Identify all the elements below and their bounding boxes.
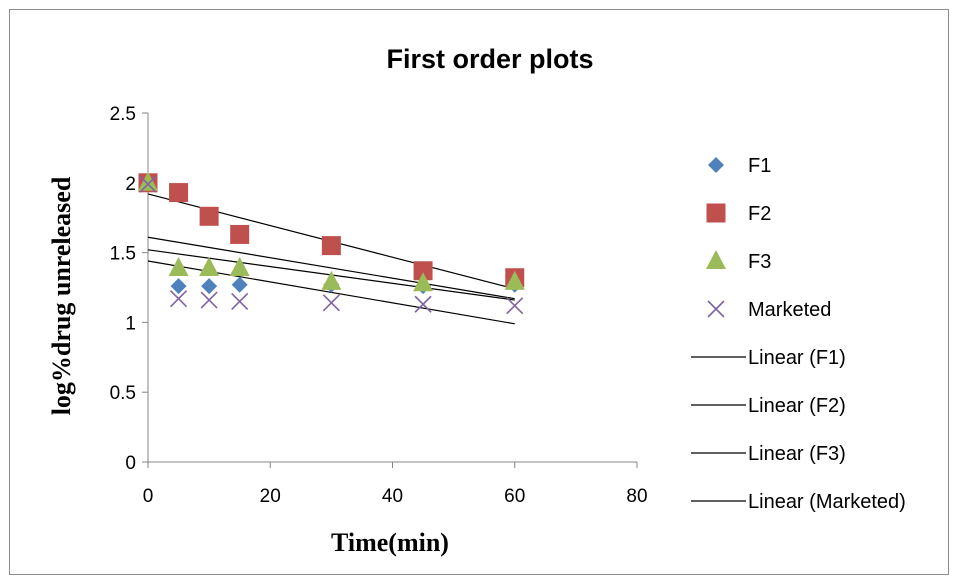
- y-tick-label: 2: [125, 174, 136, 195]
- legend: F1 F2 F3 Marketed Linear (F1) Linear (F2) Line…: [691, 155, 906, 513]
- data-point: [229, 256, 250, 276]
- legend-label: Linear (F3): [748, 443, 846, 465]
- data-point: [169, 290, 188, 308]
- axes: [147, 113, 637, 463]
- data-point: [321, 236, 341, 256]
- x-axis-ticks: 0 20 40 60 80: [143, 462, 648, 507]
- data-point: [414, 295, 432, 313]
- legend-marker: [706, 250, 726, 269]
- legend-marker: [708, 157, 724, 173]
- data-point: [231, 292, 249, 311]
- data-point: [169, 183, 189, 203]
- legend-label: Linear (F1): [748, 347, 846, 369]
- legend-label: Linear (Marketed): [748, 491, 906, 513]
- data-point: [231, 276, 248, 293]
- y-tick-label: 1: [125, 313, 136, 334]
- x-tick-label: 60: [504, 486, 525, 507]
- y-tick-label: 1.5: [110, 244, 136, 265]
- data-point: [199, 256, 220, 276]
- series-marketed: [139, 175, 524, 315]
- series-f2: [138, 173, 525, 288]
- chart-title: First order plots: [386, 44, 593, 74]
- data-point: [413, 261, 433, 281]
- legend-label: Marketed: [748, 299, 831, 321]
- legend-label: F3: [748, 251, 771, 273]
- y-tick-label: 0: [125, 453, 136, 474]
- data-point: [199, 206, 219, 226]
- data-point: [200, 291, 218, 309]
- series-f3: [138, 171, 525, 292]
- x-tick-label: 40: [382, 486, 403, 507]
- data-points: [138, 171, 525, 315]
- data-point: [321, 270, 342, 290]
- trendline: [147, 236, 515, 300]
- y-axis-ticks: 0 0.5 1 1.5 2 2.5: [110, 104, 148, 474]
- data-point: [138, 171, 158, 191]
- data-point: [322, 294, 340, 312]
- chart-area: First order plots 0 0.5 1 1.5 2 2.5 0 20 40 60 80…: [9, 9, 949, 575]
- legend-marker: [706, 203, 726, 223]
- data-point: [139, 175, 157, 193]
- data-point: [413, 272, 434, 292]
- y-tick-label: 0.5: [110, 383, 136, 404]
- data-point: [506, 297, 524, 315]
- data-point: [170, 278, 187, 295]
- x-tick-label: 0: [143, 486, 154, 507]
- first-order-chart: First order plots 0 0.5 1 1.5 2 2.5 0 20 40 60 80…: [47, 44, 906, 557]
- data-point: [168, 256, 189, 276]
- data-point: [201, 278, 218, 295]
- data-point: [230, 224, 250, 244]
- legend-label: F1: [748, 155, 771, 177]
- x-tick-label: 20: [260, 486, 281, 507]
- legend-marker: [707, 300, 725, 318]
- legend-label: F2: [748, 203, 771, 225]
- x-axis-label: Time(min): [331, 528, 449, 557]
- data-point: [504, 270, 525, 290]
- legend-label: Linear (F2): [748, 395, 846, 417]
- x-tick-label: 80: [626, 486, 647, 507]
- y-tick-label: 2.5: [110, 104, 136, 125]
- y-axis-label: log%drug unreleased: [47, 176, 76, 415]
